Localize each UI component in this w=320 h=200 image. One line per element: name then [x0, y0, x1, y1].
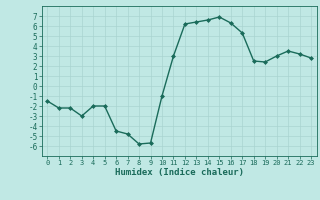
X-axis label: Humidex (Indice chaleur): Humidex (Indice chaleur) — [115, 168, 244, 177]
